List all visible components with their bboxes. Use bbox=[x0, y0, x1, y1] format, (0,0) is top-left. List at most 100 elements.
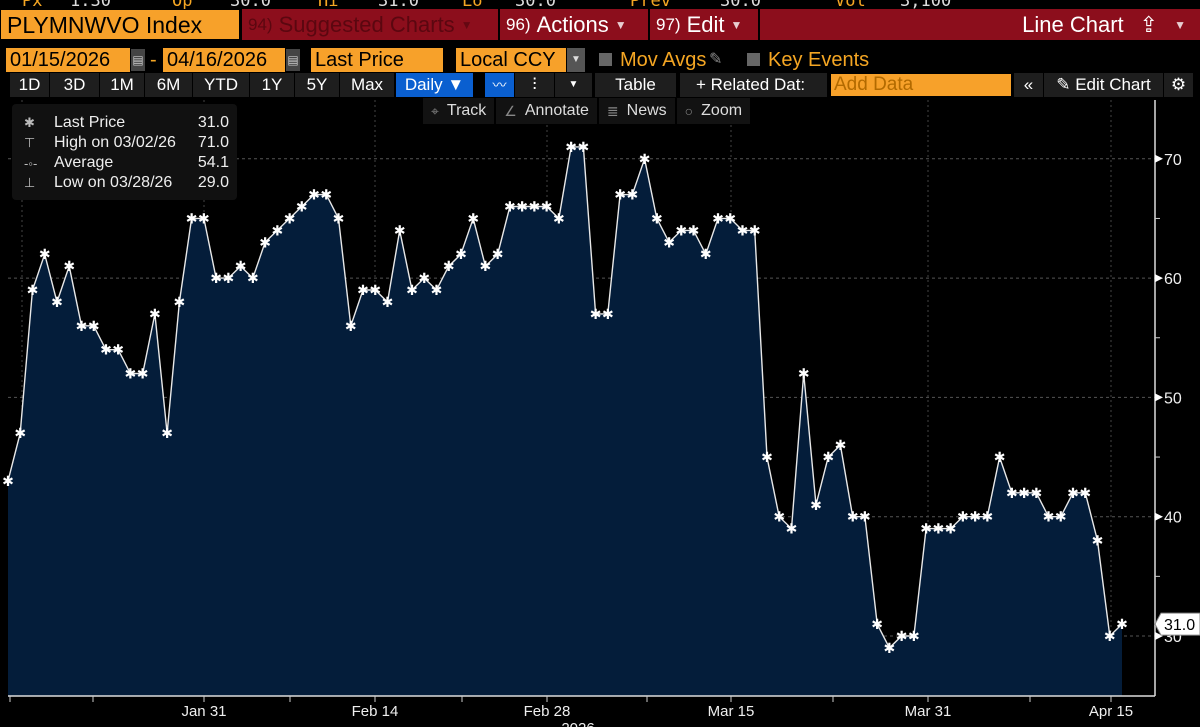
svg-text:50: 50 bbox=[1164, 390, 1182, 407]
ticker-value: 1.30 bbox=[70, 0, 111, 11]
svg-text:✱: ✱ bbox=[810, 498, 822, 514]
svg-text:✱: ✱ bbox=[957, 510, 969, 526]
start-date-field[interactable]: 01/15/2026 bbox=[6, 48, 130, 72]
frequency-select[interactable]: Daily ▼ bbox=[396, 73, 474, 97]
svg-text:✱: ✱ bbox=[394, 223, 406, 239]
mov-avgs-label[interactable]: Mov Avgs bbox=[620, 49, 707, 71]
legend-value: 31.0 bbox=[197, 114, 229, 131]
export-icon[interactable]: ⇪ bbox=[1139, 11, 1159, 37]
menu-number: 96) bbox=[506, 14, 531, 34]
add-data-input[interactable]: Add Data bbox=[831, 74, 1011, 96]
range-1y-button[interactable]: 1Y bbox=[250, 73, 295, 97]
svg-text:✱: ✱ bbox=[284, 211, 296, 227]
svg-text:✱: ✱ bbox=[945, 522, 957, 538]
legend-row-last[interactable]: ✱ Last Price 31.0 bbox=[20, 113, 229, 133]
collapse-button[interactable]: « bbox=[1014, 73, 1044, 97]
legend-label: High on 03/02/26 bbox=[54, 134, 176, 151]
range-1m-button[interactable]: 1M bbox=[100, 73, 145, 97]
svg-text:✱: ✱ bbox=[908, 629, 920, 645]
svg-text:✱: ✱ bbox=[296, 200, 308, 216]
pencil-icon[interactable]: ✎ bbox=[709, 51, 723, 68]
gear-icon[interactable]: ⚙ bbox=[1164, 73, 1194, 97]
currency-select[interactable]: Local CCY bbox=[456, 48, 566, 72]
range-1d-button[interactable]: 1D bbox=[10, 73, 50, 97]
ticker-label: Lo bbox=[462, 0, 483, 11]
svg-text:✱: ✱ bbox=[174, 295, 186, 311]
annotate-icon: ∠ bbox=[504, 103, 517, 119]
bar-chart-icon[interactable]: ⫶ bbox=[515, 73, 555, 97]
svg-text:✱: ✱ bbox=[1067, 486, 1079, 502]
edit-button[interactable]: 97) Edit ▼ bbox=[648, 9, 758, 40]
range-6m-button[interactable]: 6M bbox=[145, 73, 193, 97]
settings-bar: 01/15/2026 ▤ - 04/16/2026 ▤ Last Price L… bbox=[0, 48, 1200, 72]
range-5y-button[interactable]: 5Y bbox=[295, 73, 340, 97]
annotate-label: Annotate bbox=[524, 102, 589, 119]
svg-text:✱: ✱ bbox=[308, 188, 320, 204]
svg-text:✱: ✱ bbox=[577, 140, 589, 156]
svg-text:✱: ✱ bbox=[418, 271, 430, 287]
svg-text:✱: ✱ bbox=[320, 188, 332, 204]
svg-text:40: 40 bbox=[1164, 510, 1182, 527]
svg-text:✱: ✱ bbox=[63, 259, 75, 275]
svg-text:✱: ✱ bbox=[786, 522, 798, 538]
chart-type-label[interactable]: Line Chart bbox=[1022, 11, 1124, 37]
chevron-down-icon[interactable]: ▼ bbox=[555, 73, 593, 97]
chevron-down-icon[interactable]: ▼ bbox=[567, 48, 585, 72]
suggested-charts-button[interactable]: 94) Suggested Charts ▼ bbox=[240, 9, 498, 40]
actions-button[interactable]: 96) Actions ▼ bbox=[498, 9, 648, 40]
related-data-button[interactable]: + Related Dat: bbox=[680, 73, 828, 97]
line-chart-icon[interactable]: 〰 bbox=[485, 73, 515, 97]
range-max-button[interactable]: Max bbox=[340, 73, 395, 97]
key-events-label[interactable]: Key Events bbox=[768, 49, 870, 71]
svg-text:✱: ✱ bbox=[688, 223, 700, 239]
calendar-icon[interactable]: ▤ bbox=[131, 49, 145, 71]
ticker-value: 30.0 bbox=[720, 0, 761, 11]
svg-text:✱: ✱ bbox=[198, 211, 210, 227]
price-field-select[interactable]: Last Price bbox=[311, 48, 443, 72]
legend-value: 29.0 bbox=[197, 174, 229, 191]
news-button[interactable]: ≣ News bbox=[598, 98, 675, 124]
security-input[interactable]: PLYMNWVO Index bbox=[0, 9, 240, 40]
table-button[interactable]: Table bbox=[595, 73, 677, 97]
calendar-icon[interactable]: ▤ bbox=[286, 49, 300, 71]
key-events-checkbox[interactable] bbox=[747, 53, 760, 66]
chevron-down-icon[interactable]: ▼ bbox=[1174, 17, 1186, 32]
svg-text:✱: ✱ bbox=[847, 510, 859, 526]
zoom-button[interactable]: ○ Zoom bbox=[676, 98, 751, 124]
mov-avgs-checkbox[interactable] bbox=[599, 53, 612, 66]
legend-row-low[interactable]: ⊥ Low on 03/28/26 29.0 bbox=[20, 173, 229, 193]
edit-label: Edit bbox=[686, 11, 725, 37]
end-date-field[interactable]: 04/16/2026 bbox=[163, 48, 285, 72]
svg-text:✱: ✱ bbox=[626, 188, 638, 204]
legend-row-high[interactable]: ⊤ High on 03/02/26 71.0 bbox=[20, 133, 229, 153]
range-3d-button[interactable]: 3D bbox=[50, 73, 100, 97]
svg-text:✱: ✱ bbox=[822, 450, 834, 466]
ticker-value: 30.0 bbox=[230, 0, 271, 11]
svg-text:✱: ✱ bbox=[712, 211, 724, 227]
svg-text:✱: ✱ bbox=[210, 271, 222, 287]
svg-text:✱: ✱ bbox=[1018, 486, 1030, 502]
svg-text:✱: ✱ bbox=[76, 319, 88, 335]
svg-text:✱: ✱ bbox=[1092, 534, 1104, 550]
track-button[interactable]: ⌖ Track bbox=[423, 98, 495, 124]
svg-text:Feb 14: Feb 14 bbox=[352, 703, 399, 720]
svg-text:60: 60 bbox=[1164, 271, 1182, 288]
news-icon: ≣ bbox=[606, 103, 619, 119]
svg-text:✱: ✱ bbox=[345, 319, 357, 335]
edit-chart-label: Edit Chart bbox=[1075, 75, 1151, 94]
legend-row-average[interactable]: -◦- Average 54.1 bbox=[20, 153, 229, 173]
edit-chart-button[interactable]: ✎ Edit Chart bbox=[1044, 73, 1164, 97]
ticker-value: 31.0 bbox=[378, 0, 419, 11]
svg-text:✱: ✱ bbox=[835, 438, 847, 454]
annotate-button[interactable]: ∠ Annotate bbox=[496, 98, 597, 124]
svg-text:✱: ✱ bbox=[859, 510, 871, 526]
svg-text:✱: ✱ bbox=[590, 307, 602, 323]
svg-text:✱: ✱ bbox=[2, 474, 14, 490]
chevron-down-icon: ▼ bbox=[730, 17, 743, 32]
svg-text:✱: ✱ bbox=[651, 211, 663, 227]
svg-text:✱: ✱ bbox=[222, 271, 234, 287]
range-ytd-button[interactable]: YTD bbox=[193, 73, 250, 97]
svg-text:✱: ✱ bbox=[773, 510, 785, 526]
svg-text:✱: ✱ bbox=[541, 200, 553, 216]
